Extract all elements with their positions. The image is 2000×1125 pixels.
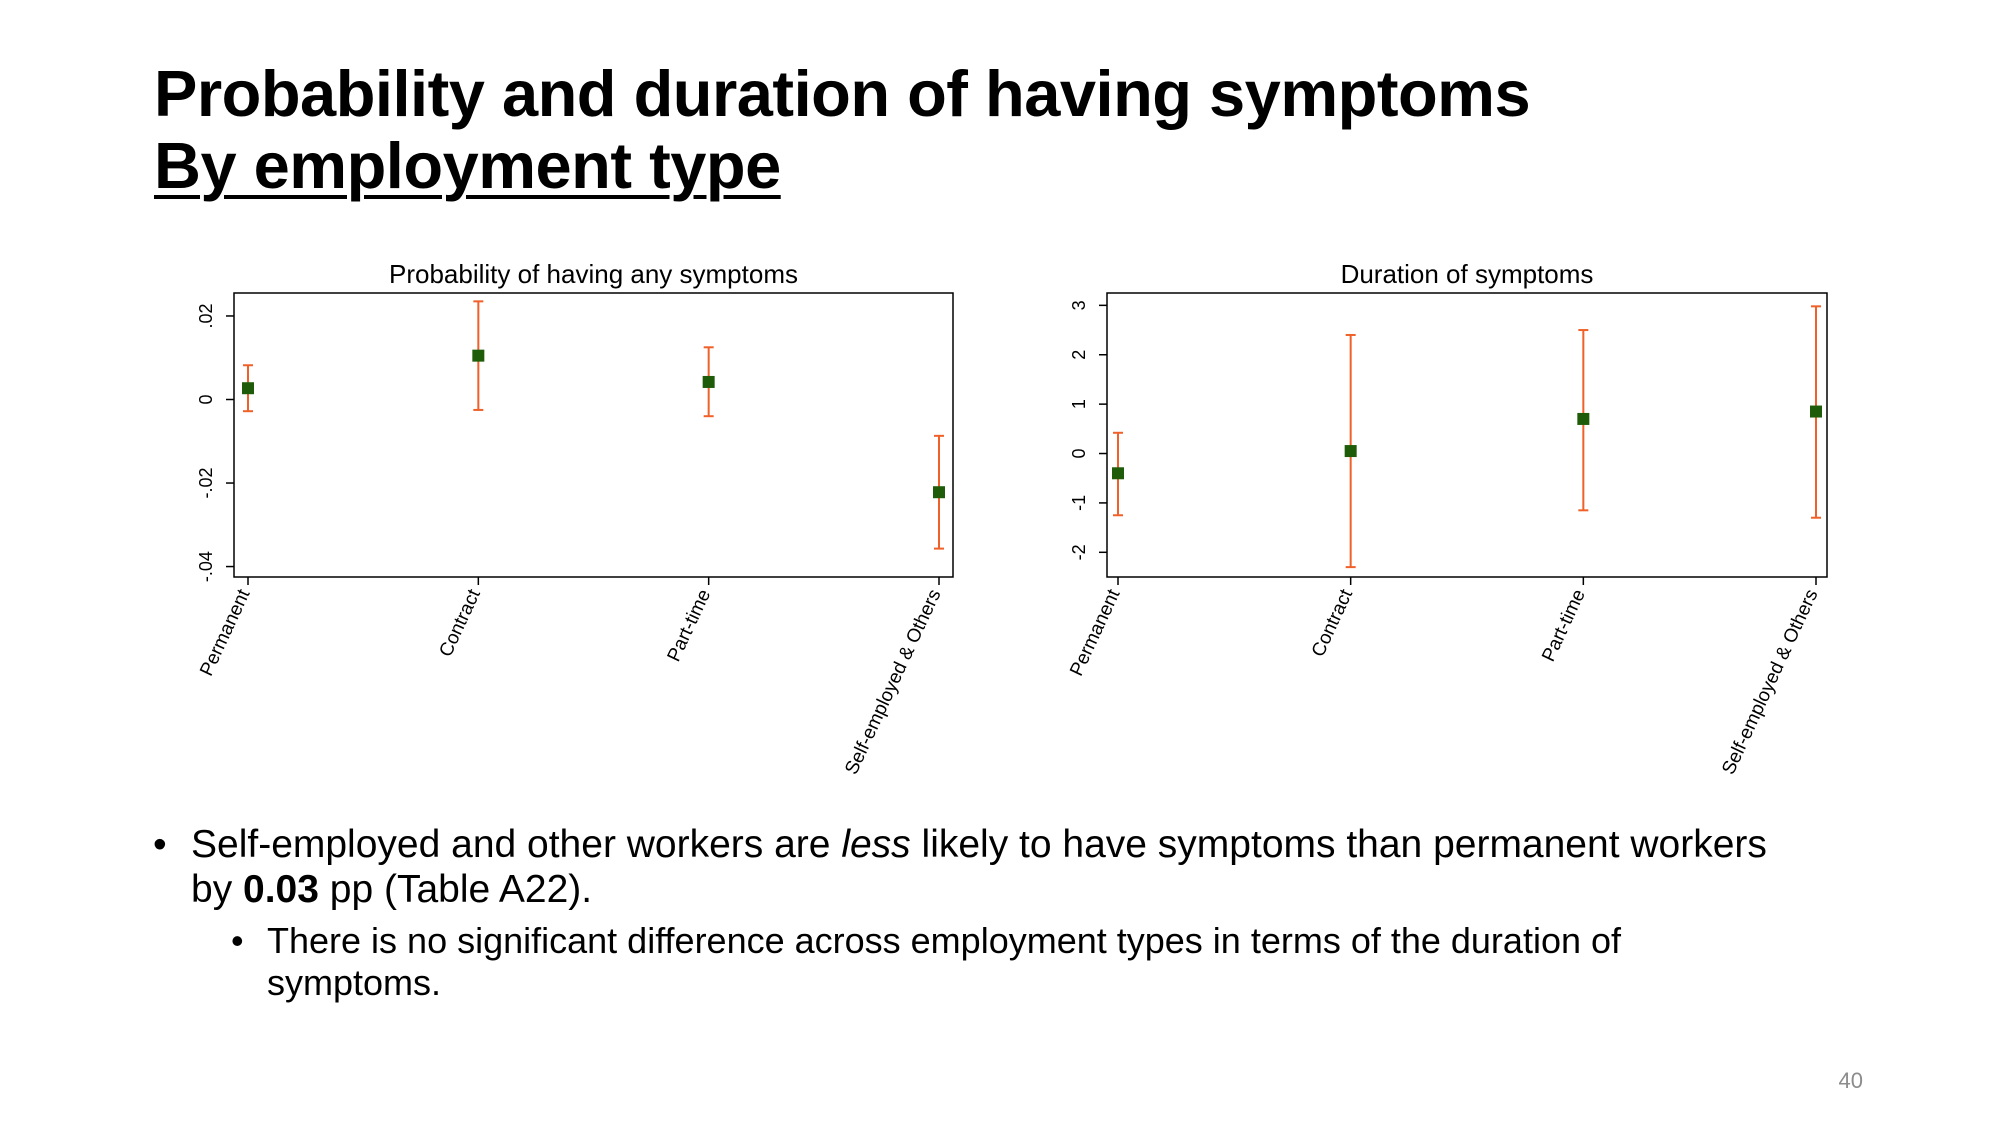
bullet-1-text-c: pp (Table A22).: [318, 868, 593, 911]
y-tick-label: 1: [1069, 399, 1089, 409]
y-tick-label: 2: [1069, 350, 1089, 360]
x-tick-label: Self-employed & Others: [841, 586, 945, 778]
chart-panel-1: Probability of having any symptoms -.04 -.…: [196, 259, 954, 778]
chart-title: Duration of symptoms: [1341, 259, 1594, 289]
point-estimate: [702, 375, 715, 388]
y-tick-label: -.02: [196, 468, 216, 499]
point-estimate: [472, 349, 485, 362]
plot-frame: [233, 292, 954, 578]
point-estimate: [933, 486, 945, 499]
y-tick-label: -.04: [196, 551, 216, 582]
chart-panel-2: Duration of symptoms -2 -1 0 1 2 3 Permanent Con…: [1066, 259, 1828, 778]
point-estimate: [242, 382, 254, 395]
page-number: 40: [1838, 1068, 1863, 1093]
bullet-glyph-1: •: [153, 823, 167, 866]
slide-title: Probability and duration of having sympt…: [154, 57, 1531, 130]
bullet-glyph-2: •: [231, 920, 244, 961]
x-tick-label: Permanent: [1066, 586, 1125, 680]
y-tick-label: -1: [1069, 495, 1089, 511]
point-estimate: [1810, 405, 1822, 418]
bullet-item-2: • There is no significant difference acr…: [231, 920, 1727, 1004]
point-estimate: [1112, 467, 1124, 480]
bullet-1-text-b: likely to have symptoms than permanent w…: [191, 823, 1767, 911]
x-tick-label: Part-time: [664, 586, 716, 665]
y-tick-label: 0: [196, 394, 216, 404]
bullet-item-1: • Self-employed and other workers are le…: [153, 822, 1771, 912]
point-estimate: [1344, 445, 1357, 458]
y-tick-label: 0: [1069, 449, 1089, 459]
y-tick-label: .02: [196, 303, 216, 328]
bullet-1-bold-value: 0.03: [243, 868, 319, 911]
chart-title: Probability of having any symptoms: [389, 259, 798, 289]
plot-frame: [1106, 292, 1828, 578]
y-tick-label: -2: [1069, 544, 1089, 560]
bullet-1-text-a: Self-employed and other workers are: [191, 823, 842, 866]
bullet-1-emphasis: less: [841, 823, 911, 866]
slide-title-block: Probability and duration of having sympt…: [154, 57, 1531, 202]
y-tick-label: 3: [1069, 300, 1089, 310]
x-tick-label: Part-time: [1538, 586, 1590, 665]
x-tick-label: Contract: [435, 586, 485, 661]
slide-subtitle: By employment type: [154, 129, 781, 202]
x-tick-label: Permanent: [196, 586, 255, 680]
x-tick-label: Self-employed & Others: [1718, 586, 1822, 778]
point-estimate: [1577, 412, 1590, 425]
bullet-2-text: There is no significant difference acros…: [267, 920, 1622, 1003]
x-tick-label: Contract: [1308, 586, 1358, 661]
